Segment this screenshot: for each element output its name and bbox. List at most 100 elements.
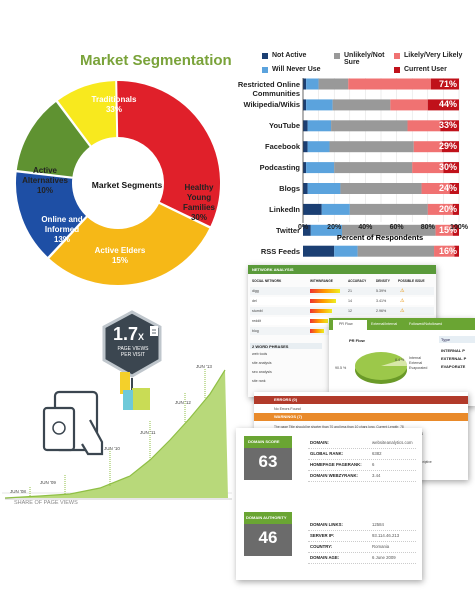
bar-segment-will-never-use xyxy=(306,78,319,90)
pr-pct-small: 8.4 % xyxy=(395,358,405,362)
bar-segment-will-never-use xyxy=(306,99,333,111)
legend-label: Will Never Use xyxy=(272,66,321,73)
bar-segment-likely-very-likely xyxy=(413,141,442,153)
donut-chart xyxy=(14,78,222,287)
domain-stats-panel: DOMAIN SCORE 63 DOMAIN AUTHORITY 46 DOMA… xyxy=(236,428,422,580)
domain-score-value: 63 xyxy=(258,452,278,471)
bar-segment-current-user xyxy=(441,141,459,153)
range-bar xyxy=(310,329,324,333)
bar-segment-not-active xyxy=(303,203,322,215)
bar-segment-will-never-use xyxy=(310,224,342,236)
x-tick-label: 0% xyxy=(297,224,309,231)
row-name: del xyxy=(252,299,257,303)
legend-item: Unlikely/Not Sure xyxy=(334,52,389,66)
legend-item: Will Never Use xyxy=(262,66,342,73)
domain-field-value: 6 xyxy=(372,462,375,467)
segment-pct: 13% xyxy=(53,235,70,244)
x-tick-label: 20% xyxy=(327,224,342,231)
bar-segment-current-user xyxy=(430,78,459,90)
segment-name: Active xyxy=(32,166,57,175)
pr-flow-title: PR Flow xyxy=(349,338,365,343)
warning-icon: ⚠ xyxy=(400,288,405,294)
bar-segment-likely-very-likely xyxy=(427,203,453,215)
date-label: JUN '13 xyxy=(196,364,212,369)
x-tick-label: 40% xyxy=(358,224,373,231)
row-divider xyxy=(308,541,416,542)
bar-value-label: 24% xyxy=(438,183,457,193)
table-row[interactable] xyxy=(250,287,434,295)
bar-category-label: YouTube xyxy=(269,121,300,131)
bar-segment-unlikely-not-sure xyxy=(349,203,428,215)
bar-segment-current-user xyxy=(454,245,459,257)
pr-stat: EXTERNAL P xyxy=(441,356,467,361)
domain-field-label: SERVER IP: xyxy=(310,533,335,538)
pr-flow-panel: PR Flow External/Internal Followed/Nofol… xyxy=(329,318,475,406)
phrase-row[interactable]: site rank xyxy=(252,379,266,383)
bar-value-label: 29% xyxy=(438,141,457,152)
bar-segment-not-active xyxy=(303,245,335,257)
bar-segment-not-active xyxy=(303,78,307,90)
legend-swatch-icon xyxy=(394,67,400,73)
bar-segment-unlikely-not-sure xyxy=(332,99,391,111)
domain-score-label: DOMAIN SCORE xyxy=(248,439,280,444)
bar-value-label: 20% xyxy=(438,203,457,214)
column-header: SOCIAL NETWORK xyxy=(252,279,282,283)
bar-segment-likely-very-likely xyxy=(407,120,441,132)
domain-field-label: HOMEPAGE PAGERANK: xyxy=(310,462,362,467)
bar-chart-legend: Not Active Will Never Use Unlikely/Not S… xyxy=(262,52,472,82)
bar-segment-unlikely-not-sure xyxy=(357,245,435,257)
legend-swatch-icon xyxy=(334,53,340,59)
hexagon-badge xyxy=(102,310,162,378)
column-header: ACCURACY xyxy=(348,279,367,283)
tab-followed-nofollowed[interactable]: Followed/Nofollowed xyxy=(409,322,443,326)
pr-stats-title: Type xyxy=(441,337,451,342)
phrase-row[interactable]: web tools xyxy=(252,352,268,356)
multiplier-number: 1.7 xyxy=(113,324,139,344)
row-name: blog xyxy=(252,329,259,333)
bar-segment-not-active xyxy=(303,162,307,174)
row-density: 5.39% xyxy=(376,289,387,293)
domain-field-value: 6 June 2009 xyxy=(372,555,396,560)
legend-label: Current User xyxy=(404,66,447,73)
segment-name: Healthy xyxy=(184,183,214,192)
warning-icon: ⚠ xyxy=(400,298,405,304)
bar-category-label: Podcasting xyxy=(259,163,300,173)
row-density: 2.96% xyxy=(376,309,387,313)
tab-pr-flow[interactable]: PR Flow xyxy=(333,320,367,330)
pageviews-caption: PAGE VIEWS PER VISIT xyxy=(110,346,156,358)
warnings-header xyxy=(254,413,468,421)
tablet-hand-icon xyxy=(42,390,104,456)
bar-segment-will-never-use xyxy=(321,203,350,215)
segment-pct: 33% xyxy=(105,105,122,114)
legend-label: Evaporated xyxy=(409,366,428,370)
bar-segment-unlikely-not-sure xyxy=(331,120,408,132)
segment-pct: 30% xyxy=(190,213,207,222)
table-row[interactable] xyxy=(250,297,434,305)
date-label: JUN '10 xyxy=(104,446,120,451)
panel-header xyxy=(248,265,436,274)
bar-segment-current-user xyxy=(443,162,459,174)
bar-segment-not-active xyxy=(303,224,311,236)
errors-subtitle: No Errors Found xyxy=(274,407,301,411)
legend-item: Likely/Very Likely xyxy=(394,52,474,59)
table-row[interactable] xyxy=(250,307,434,315)
pr-stat: INTERNAL P xyxy=(441,348,465,353)
segment-pct: 15% xyxy=(111,256,128,265)
tab-external-internal[interactable]: External/Internal xyxy=(371,322,398,326)
caption-line: PER VISIT xyxy=(120,352,146,358)
segment-name: Alternatives xyxy=(22,176,68,185)
donut-segment-active-alternatives xyxy=(55,78,119,149)
pr-stat: EVAPORATE xyxy=(441,364,466,369)
legend-label: Internal xyxy=(409,356,421,360)
domain-field-value: 93.114.46.213 xyxy=(372,533,400,538)
donut-chart-title: Market Segmentation xyxy=(80,52,232,69)
segment-name: Traditionals xyxy=(91,95,137,104)
bar-segment-current-user xyxy=(427,99,459,111)
bar-segment-not-active xyxy=(303,141,308,153)
bar-segment-not-active xyxy=(303,99,307,111)
phrase-row[interactable]: site analysis xyxy=(252,361,272,365)
yellow-block xyxy=(120,372,130,394)
phrase-row[interactable]: seo analysis xyxy=(252,370,272,374)
panel-title: NETWORK ANALYSIS xyxy=(252,267,294,272)
row-name: reddit xyxy=(252,319,261,323)
